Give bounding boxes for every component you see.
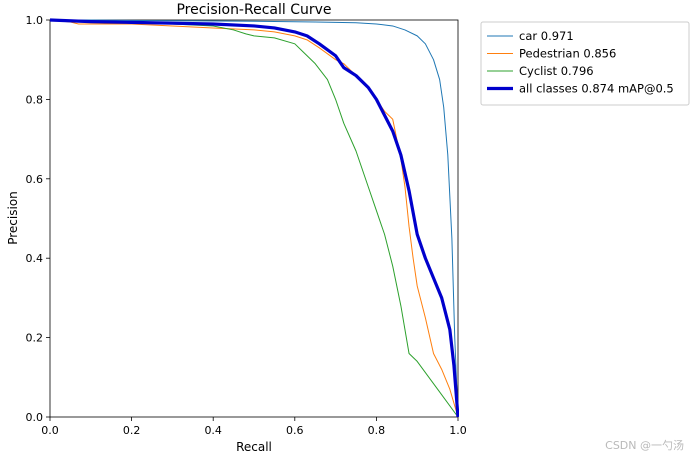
x-tick-label: 0.6 [286,424,304,437]
series-layer [49,18,459,418]
legend-label-3: all classes 0.874 mAP@0.5 [519,82,674,96]
series-line-3 [49,18,459,418]
y-tick-label: 0.0 [26,411,44,424]
x-axis-ticks: 0.0 0.2 0.4 0.6 0.8 1.0 [41,417,467,437]
y-tick-label: 0.8 [26,93,44,106]
series-line-1 [49,19,459,418]
legend-label-0: car 0.971 [519,29,574,43]
y-axis-ticks: 0.0 0.2 0.4 0.6 0.8 1.0 [26,14,50,424]
y-tick-label: 0.6 [26,173,44,186]
x-tick-label: 0.2 [123,424,141,437]
watermark-text: CSDN @一勺汤 [605,439,684,452]
x-tick-label: 0.4 [204,424,222,437]
plot-area-frame [49,19,459,418]
x-tick-label: 0.8 [368,424,386,437]
y-tick-label: 0.2 [26,332,44,345]
y-tick-label: 1.0 [26,14,44,27]
chart-title: Precision-Recall Curve [176,2,331,18]
x-tick-label: 0.0 [41,424,59,437]
legend-label-1: Pedestrian 0.856 [519,47,616,61]
series-line-2 [49,19,459,418]
legend: car 0.971 Pedestrian 0.856 Cyclist 0.796 al… [480,21,690,106]
legend-label-2: Cyclist 0.796 [519,64,594,78]
y-tick-label: 0.4 [26,252,44,265]
y-axis-label: Precision [6,191,20,245]
series-line-0 [50,19,459,418]
x-tick-label: 1.0 [449,424,467,437]
x-axis-label: Recall [236,440,272,454]
legend-frame [480,21,690,106]
